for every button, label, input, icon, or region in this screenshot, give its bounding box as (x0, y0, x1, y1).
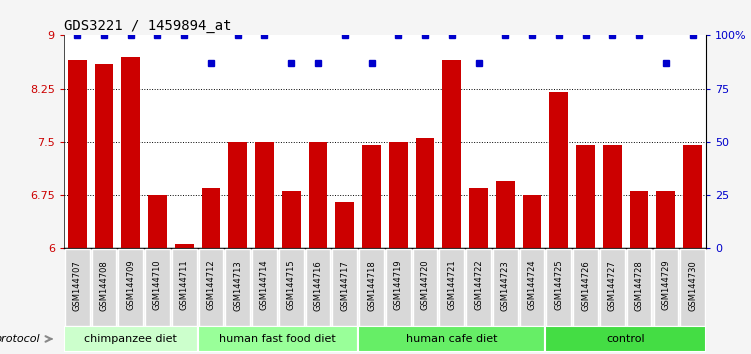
Bar (389, 142, 408, 248)
FancyBboxPatch shape (627, 249, 651, 326)
Bar (122, 57, 140, 248)
FancyBboxPatch shape (600, 249, 625, 326)
Bar (282, 191, 300, 248)
Bar (336, 202, 354, 248)
Bar (550, 92, 569, 248)
Text: GSM144718: GSM144718 (367, 260, 376, 310)
FancyBboxPatch shape (306, 249, 330, 326)
FancyBboxPatch shape (333, 249, 357, 326)
FancyBboxPatch shape (199, 249, 223, 326)
Text: protocol: protocol (0, 334, 40, 344)
FancyBboxPatch shape (172, 249, 197, 326)
Text: GSM144725: GSM144725 (554, 260, 563, 310)
Text: GSM144715: GSM144715 (287, 260, 296, 310)
FancyBboxPatch shape (413, 249, 437, 326)
FancyBboxPatch shape (386, 249, 411, 326)
Text: control: control (606, 334, 645, 344)
Text: GSM144727: GSM144727 (608, 260, 617, 310)
FancyBboxPatch shape (653, 249, 678, 326)
Text: GSM144722: GSM144722 (474, 260, 483, 310)
Text: human fast food diet: human fast food diet (219, 334, 336, 344)
Text: GSM144717: GSM144717 (340, 260, 349, 310)
FancyBboxPatch shape (119, 249, 143, 326)
FancyBboxPatch shape (279, 249, 303, 326)
Text: GSM144723: GSM144723 (501, 260, 510, 310)
FancyBboxPatch shape (358, 326, 545, 352)
Text: GSM144724: GSM144724 (527, 260, 536, 310)
FancyBboxPatch shape (573, 249, 598, 326)
FancyBboxPatch shape (64, 326, 198, 352)
Text: GSM144708: GSM144708 (99, 260, 108, 310)
Text: GSM144714: GSM144714 (260, 260, 269, 310)
Text: GSM144726: GSM144726 (581, 260, 590, 310)
Bar (309, 142, 327, 248)
FancyBboxPatch shape (547, 249, 571, 326)
Text: GSM144719: GSM144719 (394, 260, 403, 310)
FancyBboxPatch shape (198, 326, 358, 352)
Bar (469, 188, 488, 248)
Bar (629, 191, 648, 248)
Text: GSM144711: GSM144711 (179, 260, 189, 310)
Bar (496, 181, 514, 248)
Text: GSM144716: GSM144716 (313, 260, 322, 310)
Text: GSM144721: GSM144721 (448, 260, 457, 310)
Bar (201, 188, 220, 248)
Bar (576, 145, 595, 248)
FancyBboxPatch shape (65, 249, 89, 326)
Bar (683, 145, 702, 248)
Text: GSM144713: GSM144713 (234, 260, 243, 310)
FancyBboxPatch shape (545, 326, 706, 352)
Text: GSM144712: GSM144712 (207, 260, 216, 310)
Text: GSM144720: GSM144720 (421, 260, 430, 310)
Bar (228, 142, 247, 248)
Text: GDS3221 / 1459894_at: GDS3221 / 1459894_at (64, 19, 231, 33)
FancyBboxPatch shape (359, 249, 384, 326)
FancyBboxPatch shape (145, 249, 170, 326)
Bar (255, 142, 274, 248)
FancyBboxPatch shape (439, 249, 464, 326)
Text: GSM144707: GSM144707 (73, 260, 82, 310)
Bar (523, 195, 541, 248)
Bar (603, 145, 622, 248)
Bar (95, 64, 113, 248)
FancyBboxPatch shape (680, 249, 705, 326)
FancyBboxPatch shape (520, 249, 544, 326)
Bar (175, 244, 194, 248)
Text: GSM144709: GSM144709 (126, 260, 135, 310)
Bar (415, 138, 434, 248)
Text: human cafe diet: human cafe diet (406, 334, 497, 344)
Bar (442, 60, 461, 248)
FancyBboxPatch shape (92, 249, 116, 326)
Text: GSM144728: GSM144728 (635, 260, 644, 310)
Bar (362, 145, 381, 248)
Bar (148, 195, 167, 248)
FancyBboxPatch shape (466, 249, 491, 326)
Text: GSM144710: GSM144710 (153, 260, 162, 310)
FancyBboxPatch shape (225, 249, 250, 326)
Bar (656, 191, 675, 248)
FancyBboxPatch shape (493, 249, 517, 326)
Text: GSM144729: GSM144729 (662, 260, 671, 310)
Text: chimpanzee diet: chimpanzee diet (84, 334, 177, 344)
Bar (68, 60, 86, 248)
Text: GSM144730: GSM144730 (688, 260, 697, 310)
FancyBboxPatch shape (252, 249, 277, 326)
